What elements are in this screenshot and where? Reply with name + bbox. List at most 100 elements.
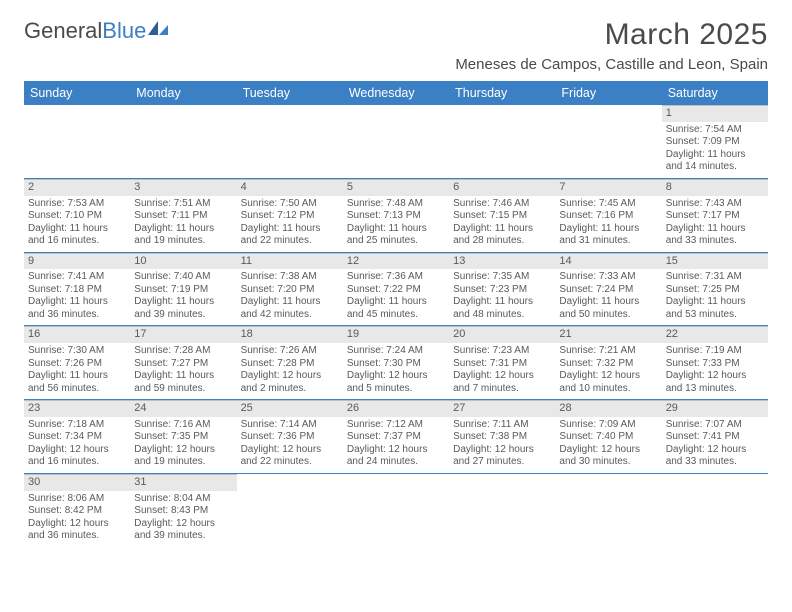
- daylight-text: Daylight: 12 hours: [134, 518, 232, 531]
- day-cell-blank: [343, 105, 449, 178]
- title-block: March 2025 Meneses de Campos, Castille a…: [455, 18, 768, 73]
- daylight-text: Daylight: 11 hours: [453, 296, 551, 309]
- day-cell-blank: [130, 105, 236, 178]
- daylight-text: Daylight: 12 hours: [559, 370, 657, 383]
- daylight-text: Daylight: 11 hours: [134, 296, 232, 309]
- week-row: 23Sunrise: 7:18 AMSunset: 7:34 PMDayligh…: [24, 400, 768, 474]
- daylight-text: and 14 minutes.: [666, 161, 764, 174]
- sunrise-text: Sunrise: 7:38 AM: [241, 271, 339, 284]
- sunset-text: Sunset: 7:33 PM: [666, 358, 764, 371]
- daylight-text: Daylight: 12 hours: [666, 370, 764, 383]
- day-cell: 30Sunrise: 8:06 AMSunset: 8:42 PMDayligh…: [24, 474, 130, 547]
- day-cell: 1Sunrise: 7:54 AMSunset: 7:09 PMDaylight…: [662, 105, 768, 178]
- day-cell: 26Sunrise: 7:12 AMSunset: 7:37 PMDayligh…: [343, 400, 449, 473]
- sunset-text: Sunset: 7:10 PM: [28, 210, 126, 223]
- day-cell-blank: [555, 105, 661, 178]
- dow-friday: Friday: [555, 81, 661, 105]
- sunrise-text: Sunrise: 7:07 AM: [666, 419, 764, 432]
- dow-saturday: Saturday: [662, 81, 768, 105]
- day-cell-blank: [237, 474, 343, 547]
- daylight-text: and 36 minutes.: [28, 530, 126, 543]
- day-cell: 15Sunrise: 7:31 AMSunset: 7:25 PMDayligh…: [662, 253, 768, 326]
- daylight-text: and 7 minutes.: [453, 383, 551, 396]
- day-number: 4: [237, 180, 343, 196]
- dow-tuesday: Tuesday: [237, 81, 343, 105]
- sunrise-text: Sunrise: 7:50 AM: [241, 198, 339, 211]
- daylight-text: and 28 minutes.: [453, 235, 551, 248]
- brand-logo: GeneralBlue: [24, 18, 170, 44]
- sunset-text: Sunset: 7:35 PM: [134, 431, 232, 444]
- dow-wednesday: Wednesday: [343, 81, 449, 105]
- day-cell-blank: [343, 474, 449, 547]
- sunset-text: Sunset: 7:36 PM: [241, 431, 339, 444]
- day-number: 8: [662, 180, 768, 196]
- day-number: 21: [555, 327, 661, 343]
- day-cell: 2Sunrise: 7:53 AMSunset: 7:10 PMDaylight…: [24, 179, 130, 252]
- sunset-text: Sunset: 7:41 PM: [666, 431, 764, 444]
- day-number: 15: [662, 254, 768, 270]
- sunset-text: Sunset: 8:42 PM: [28, 505, 126, 518]
- daylight-text: and 22 minutes.: [241, 235, 339, 248]
- sunset-text: Sunset: 7:40 PM: [559, 431, 657, 444]
- day-cell: 11Sunrise: 7:38 AMSunset: 7:20 PMDayligh…: [237, 253, 343, 326]
- week-row: 9Sunrise: 7:41 AMSunset: 7:18 PMDaylight…: [24, 253, 768, 327]
- dow-sunday: Sunday: [24, 81, 130, 105]
- daylight-text: Daylight: 11 hours: [28, 223, 126, 236]
- day-number: 9: [24, 254, 130, 270]
- sunrise-text: Sunrise: 7:24 AM: [347, 345, 445, 358]
- daylight-text: Daylight: 11 hours: [559, 296, 657, 309]
- sunset-text: Sunset: 7:37 PM: [347, 431, 445, 444]
- daylight-text: and 19 minutes.: [134, 456, 232, 469]
- day-number: 5: [343, 180, 449, 196]
- sunset-text: Sunset: 7:32 PM: [559, 358, 657, 371]
- month-title: March 2025: [455, 18, 768, 52]
- sunset-text: Sunset: 7:22 PM: [347, 284, 445, 297]
- day-number: 6: [449, 180, 555, 196]
- daylight-text: Daylight: 11 hours: [134, 370, 232, 383]
- day-cell-blank: [24, 105, 130, 178]
- daylight-text: and 30 minutes.: [559, 456, 657, 469]
- daylight-text: and 42 minutes.: [241, 309, 339, 322]
- daylight-text: and 50 minutes.: [559, 309, 657, 322]
- day-number: 31: [130, 475, 236, 491]
- sail-icon: [146, 19, 170, 37]
- page: GeneralBlue March 2025 Meneses de Campos…: [0, 0, 792, 565]
- sunset-text: Sunset: 7:15 PM: [453, 210, 551, 223]
- day-cell: 31Sunrise: 8:04 AMSunset: 8:43 PMDayligh…: [130, 474, 236, 547]
- day-number: 13: [449, 254, 555, 270]
- daylight-text: Daylight: 11 hours: [453, 223, 551, 236]
- day-cell: 29Sunrise: 7:07 AMSunset: 7:41 PMDayligh…: [662, 400, 768, 473]
- daylight-text: and 2 minutes.: [241, 383, 339, 396]
- sunrise-text: Sunrise: 7:31 AM: [666, 271, 764, 284]
- daylight-text: Daylight: 11 hours: [28, 370, 126, 383]
- sunset-text: Sunset: 7:19 PM: [134, 284, 232, 297]
- daylight-text: Daylight: 11 hours: [666, 296, 764, 309]
- daylight-text: and 36 minutes.: [28, 309, 126, 322]
- day-number: 1: [662, 106, 768, 122]
- sunset-text: Sunset: 7:09 PM: [666, 136, 764, 149]
- sunset-text: Sunset: 7:24 PM: [559, 284, 657, 297]
- day-number: 25: [237, 401, 343, 417]
- daylight-text: and 16 minutes.: [28, 456, 126, 469]
- day-cell: 6Sunrise: 7:46 AMSunset: 7:15 PMDaylight…: [449, 179, 555, 252]
- day-cell: 22Sunrise: 7:19 AMSunset: 7:33 PMDayligh…: [662, 326, 768, 399]
- day-cell: 7Sunrise: 7:45 AMSunset: 7:16 PMDaylight…: [555, 179, 661, 252]
- day-number: 12: [343, 254, 449, 270]
- daylight-text: Daylight: 11 hours: [28, 296, 126, 309]
- daylight-text: and 25 minutes.: [347, 235, 445, 248]
- sunrise-text: Sunrise: 7:33 AM: [559, 271, 657, 284]
- daylight-text: Daylight: 12 hours: [453, 444, 551, 457]
- day-cell: 21Sunrise: 7:21 AMSunset: 7:32 PMDayligh…: [555, 326, 661, 399]
- day-cell-blank: [662, 474, 768, 547]
- location-subtitle: Meneses de Campos, Castille and Leon, Sp…: [455, 56, 768, 73]
- daylight-text: and 19 minutes.: [134, 235, 232, 248]
- day-cell: 10Sunrise: 7:40 AMSunset: 7:19 PMDayligh…: [130, 253, 236, 326]
- daylight-text: Daylight: 11 hours: [666, 223, 764, 236]
- day-cell: 19Sunrise: 7:24 AMSunset: 7:30 PMDayligh…: [343, 326, 449, 399]
- daylight-text: Daylight: 11 hours: [347, 296, 445, 309]
- sunrise-text: Sunrise: 7:53 AM: [28, 198, 126, 211]
- sunset-text: Sunset: 7:34 PM: [28, 431, 126, 444]
- sunset-text: Sunset: 7:27 PM: [134, 358, 232, 371]
- daylight-text: Daylight: 12 hours: [453, 370, 551, 383]
- week-row: 16Sunrise: 7:30 AMSunset: 7:26 PMDayligh…: [24, 326, 768, 400]
